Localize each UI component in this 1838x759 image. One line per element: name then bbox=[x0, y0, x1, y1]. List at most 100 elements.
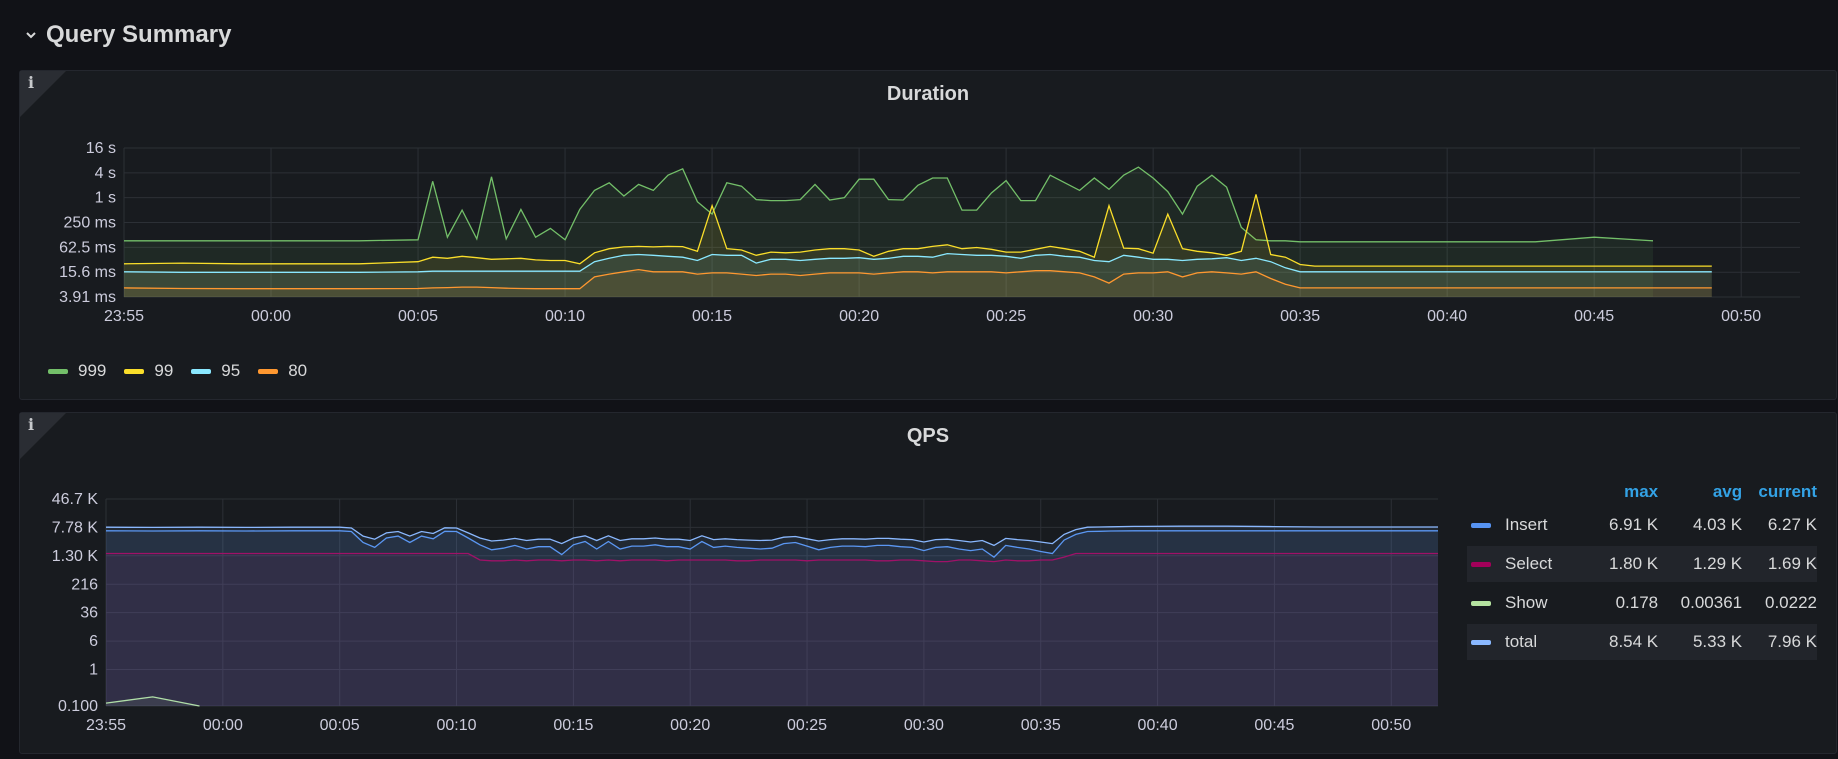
panel-info-corner[interactable] bbox=[20, 71, 66, 117]
legend-label: 99 bbox=[154, 361, 174, 380]
y-tick-label: 0.100 bbox=[58, 698, 98, 715]
x-tick-label: 00:15 bbox=[553, 717, 593, 734]
legend-label: Insert bbox=[1505, 515, 1548, 534]
legend-current: 1.69 K bbox=[1767, 554, 1817, 573]
x-tick-label: 00:10 bbox=[545, 308, 585, 325]
legend-swatch bbox=[191, 368, 212, 374]
qps-legend-table: max avg current Insert 6.91 K 4.03 K 6.27 K… bbox=[1467, 477, 1817, 663]
x-tick-label: 00:30 bbox=[1133, 308, 1173, 325]
x-tick-label: 00:05 bbox=[320, 717, 360, 734]
legend-name: Insert bbox=[1467, 515, 1581, 535]
qps-panel: i QPS 46.7 K 7.78 K 1.30 K 216 36 6 1 0.100 23:5… bbox=[19, 412, 1837, 754]
series-line-95[interactable] bbox=[123, 252, 1712, 273]
series-line-80[interactable] bbox=[123, 268, 1712, 290]
y-tick-label: 46.7 K bbox=[52, 491, 99, 508]
duration-legend: 999 99 95 80 bbox=[48, 361, 307, 381]
x-tick-label: 00:35 bbox=[1280, 308, 1320, 325]
legend-label: 999 bbox=[78, 361, 107, 380]
series-area-total bbox=[106, 526, 1438, 706]
legend-label: 95 bbox=[221, 361, 241, 380]
series-line-total[interactable] bbox=[105, 525, 1438, 547]
x-tick-label: 00:50 bbox=[1371, 717, 1411, 734]
x-tick-label: 00:30 bbox=[904, 717, 944, 734]
legend-avg: 4.03 K bbox=[1692, 515, 1743, 534]
series-line-99[interactable] bbox=[123, 194, 1712, 267]
row-header[interactable]: Query Summary bbox=[24, 18, 231, 52]
legend-label: total bbox=[1505, 632, 1538, 651]
series-line-select[interactable] bbox=[106, 552, 1438, 563]
x-tick-label: 00:00 bbox=[203, 717, 243, 734]
y-tick-label: 1 s bbox=[95, 190, 116, 207]
y-tick-label: 250 ms bbox=[64, 215, 116, 232]
legend-swatch bbox=[1471, 561, 1491, 567]
legend-swatch bbox=[1471, 600, 1491, 606]
series-area-95 bbox=[124, 253, 1712, 297]
duration-chart[interactable]: 16 s 4 s 1 s 250 ms 62.5 ms 15.6 ms 3.91 ms 23:… bbox=[20, 127, 1836, 377]
series-area-show bbox=[106, 696, 200, 706]
series-area-insert bbox=[106, 530, 1438, 706]
y-tick-label: 4 s bbox=[95, 165, 116, 182]
x-tick-label: 00:35 bbox=[1021, 717, 1061, 734]
y-tick-label: 1 bbox=[89, 661, 98, 678]
legend-item-999[interactable]: 999 bbox=[48, 361, 106, 381]
legend-swatch bbox=[1471, 522, 1491, 528]
x-tick-label: 00:10 bbox=[437, 717, 477, 734]
legend-max: 8.54 K bbox=[1608, 632, 1659, 651]
legend-item-80[interactable]: 80 bbox=[258, 361, 307, 381]
header-max[interactable]: max bbox=[1624, 482, 1659, 501]
legend-name: total bbox=[1467, 632, 1581, 652]
legend-row-insert[interactable]: Insert 6.91 K 4.03 K 6.27 K bbox=[1467, 507, 1817, 543]
x-tick-label: 00:50 bbox=[1721, 308, 1761, 325]
x-tick-label: 00:20 bbox=[839, 308, 879, 325]
x-tick-label: 23:55 bbox=[104, 308, 144, 325]
info-icon[interactable]: i bbox=[28, 415, 35, 434]
x-tick-label: 00:40 bbox=[1138, 717, 1178, 734]
qps-chart[interactable]: 46.7 K 7.78 K 1.30 K 216 36 6 1 0.100 23:55 00:00… bbox=[20, 469, 1460, 759]
legend-max: 1.80 K bbox=[1608, 554, 1659, 573]
legend-max: 0.178 bbox=[1615, 593, 1659, 612]
series-area-999 bbox=[124, 167, 1653, 297]
legend-row-total[interactable]: total 8.54 K 5.33 K 7.96 K bbox=[1467, 624, 1817, 660]
series-line-999[interactable] bbox=[124, 166, 1654, 243]
series-area-80 bbox=[124, 269, 1712, 297]
series-line-insert[interactable] bbox=[105, 530, 1438, 558]
legend-name: Select bbox=[1467, 554, 1581, 574]
legend-current: 6.27 K bbox=[1767, 515, 1817, 534]
x-tick-label: 00:15 bbox=[692, 308, 732, 325]
duration-panel: i Duration 16 s 4 s 1 s 250 ms 62.5 ms 15.6 m… bbox=[19, 70, 1837, 400]
legend-name: Show bbox=[1467, 593, 1581, 613]
legend-swatch bbox=[124, 368, 145, 374]
legend-avg: 1.29 K bbox=[1692, 554, 1743, 573]
x-tick-label: 00:25 bbox=[986, 308, 1026, 325]
y-tick-label: 36 bbox=[80, 605, 98, 622]
y-tick-label: 1.30 K bbox=[52, 548, 99, 565]
y-tick-label: 16 s bbox=[86, 140, 116, 157]
x-tick-label: 00:45 bbox=[1254, 717, 1294, 734]
legend-avg: 0.00361 bbox=[1680, 593, 1743, 612]
series-line-show[interactable] bbox=[105, 696, 200, 707]
legend-item-99[interactable]: 99 bbox=[124, 361, 173, 381]
legend-swatch bbox=[258, 368, 279, 374]
x-tick-label: 00:00 bbox=[251, 308, 291, 325]
legend-current: 0.0222 bbox=[1764, 593, 1817, 612]
legend-label: Show bbox=[1505, 593, 1548, 612]
x-tick-label: 00:45 bbox=[1574, 308, 1614, 325]
header-avg[interactable]: avg bbox=[1712, 482, 1743, 501]
legend-row-show[interactable]: Show 0.178 0.00361 0.0222 bbox=[1467, 585, 1817, 621]
panel-info-corner[interactable] bbox=[20, 413, 66, 459]
legend-current: 7.96 K bbox=[1767, 632, 1817, 651]
info-icon[interactable]: i bbox=[28, 73, 35, 92]
chevron-down-icon bbox=[26, 32, 36, 39]
y-tick-label: 6 bbox=[89, 633, 98, 650]
panel-title[interactable]: QPS bbox=[906, 425, 950, 447]
qps-legend-header: max avg current bbox=[1467, 477, 1817, 507]
series-area-select bbox=[106, 553, 1438, 706]
panel-title[interactable]: Duration bbox=[886, 83, 970, 105]
legend-row-select[interactable]: Select 1.80 K 1.29 K 1.69 K bbox=[1467, 546, 1817, 582]
legend-swatch bbox=[1471, 639, 1491, 645]
x-tick-label: 00:20 bbox=[670, 717, 710, 734]
legend-item-95[interactable]: 95 bbox=[191, 361, 240, 381]
header-current[interactable]: current bbox=[1758, 482, 1817, 501]
legend-label: 80 bbox=[288, 361, 308, 380]
x-tick-label: 00:05 bbox=[398, 308, 438, 325]
